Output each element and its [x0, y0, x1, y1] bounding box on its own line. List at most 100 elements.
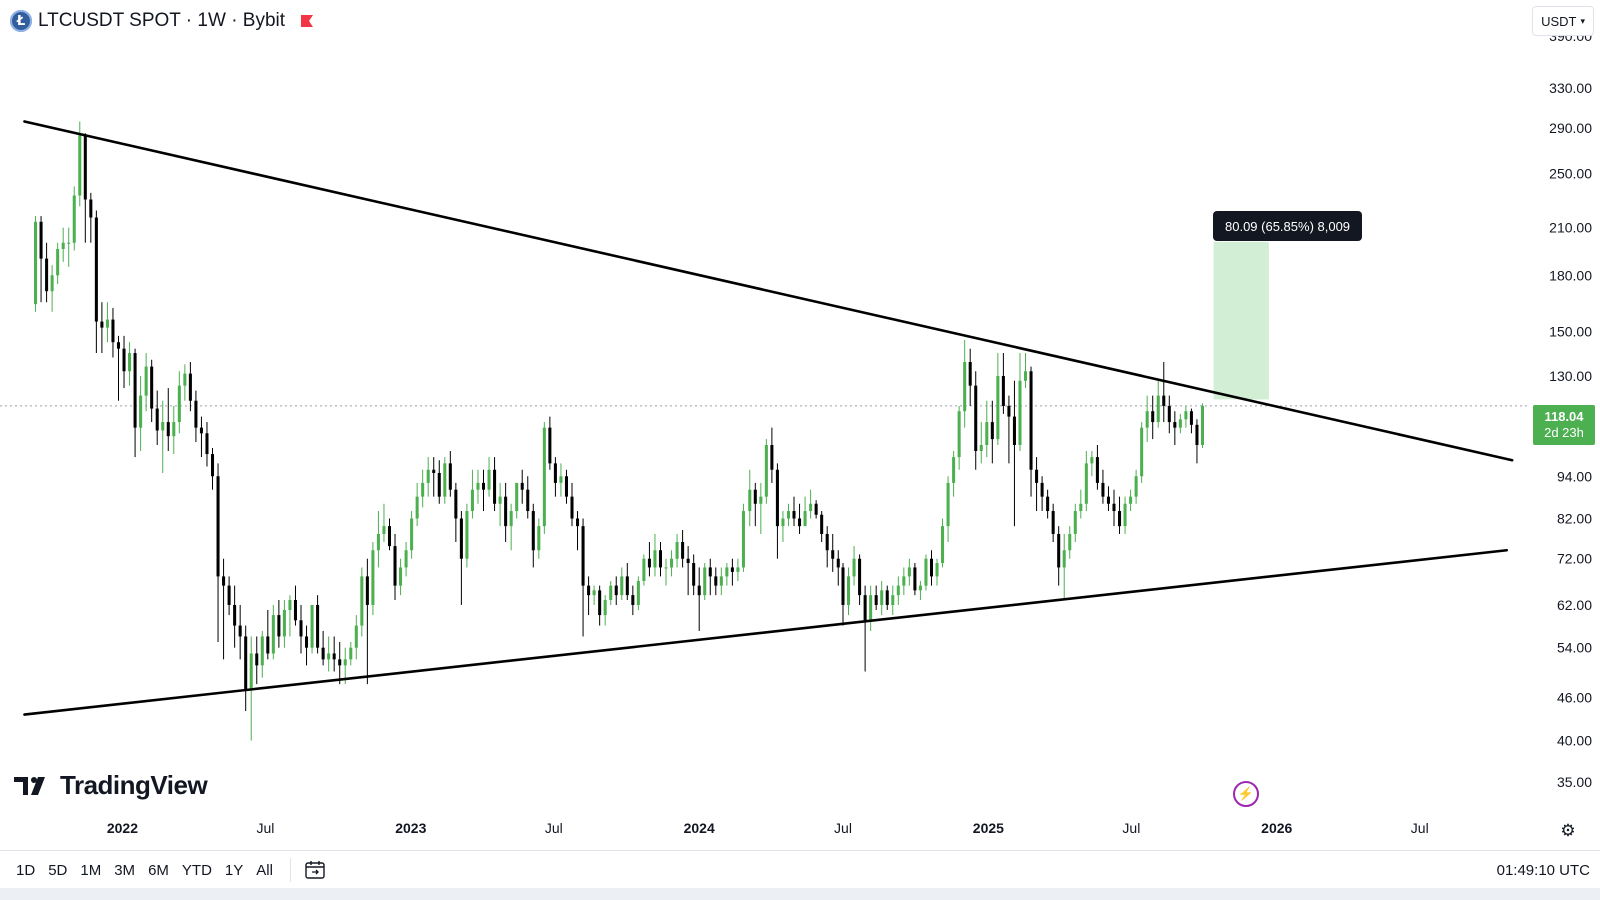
candle-body: [820, 514, 824, 534]
candle-body: [393, 546, 397, 586]
currency-select[interactable]: USDT ▾: [1532, 6, 1594, 36]
candle-body: [1051, 511, 1055, 534]
candle: [1057, 526, 1061, 586]
candle: [1134, 469, 1138, 504]
candle-body: [1035, 469, 1039, 483]
last-price-value: 118.04: [1544, 409, 1584, 424]
candle: [852, 546, 856, 586]
candle-body: [741, 511, 745, 568]
candle-body: [354, 625, 358, 648]
candle: [404, 541, 408, 577]
candle: [1101, 469, 1105, 504]
candle-body: [1140, 427, 1144, 477]
candle-body: [703, 567, 707, 596]
candle-body: [957, 411, 961, 458]
candle-body: [979, 444, 983, 451]
candle: [874, 585, 878, 610]
trendline-lower[interactable]: [23, 548, 1508, 716]
utc-clock[interactable]: 01:49:10 UTC: [1496, 861, 1590, 879]
range-btn-3m[interactable]: 3M: [114, 861, 136, 879]
candle: [100, 302, 104, 354]
candle-body: [559, 476, 563, 483]
range-btn-5d[interactable]: 5D: [48, 861, 68, 879]
candle: [227, 576, 231, 616]
candle: [820, 511, 824, 542]
candles-layer: [34, 121, 1205, 741]
candle: [896, 576, 900, 605]
candle-body: [1178, 419, 1182, 428]
symbol-title[interactable]: LTCUSDT SPOT · 1W · Bybit: [38, 10, 286, 31]
projection-box[interactable]: [1213, 241, 1269, 400]
candle-body: [128, 353, 132, 372]
candle-body: [316, 604, 320, 648]
range-btn-ytd[interactable]: YTD: [181, 861, 212, 879]
candle-body: [1118, 511, 1122, 527]
candle-body: [349, 647, 353, 660]
candle: [122, 335, 126, 389]
candle-body: [692, 563, 696, 586]
candle: [786, 503, 791, 527]
candle: [199, 416, 203, 458]
candle: [216, 463, 220, 643]
range-btn-1d[interactable]: 1D: [16, 861, 36, 879]
y-tick-label: 46.00: [1557, 689, 1592, 705]
candle: [548, 416, 552, 470]
x-tick-label: Jul: [834, 820, 852, 836]
candle-body: [1029, 371, 1033, 470]
candle-body: [537, 526, 541, 551]
candle-body: [1040, 482, 1044, 497]
candle-body: [371, 550, 375, 605]
y-tick-label: 150.00: [1549, 324, 1592, 340]
candle: [504, 482, 508, 542]
candle-body: [781, 518, 785, 527]
candle: [1012, 380, 1016, 527]
candle: [631, 585, 635, 616]
candle: [493, 457, 497, 512]
candle: [382, 503, 386, 542]
lightning-icon[interactable]: ⚡: [1233, 781, 1259, 807]
candle-body: [675, 541, 679, 559]
candle: [681, 530, 685, 568]
candle: [1007, 395, 1011, 464]
candle: [1046, 489, 1050, 519]
candle-body: [736, 567, 740, 572]
y-tick-label: 290.00: [1549, 120, 1592, 136]
candle-body: [1173, 422, 1177, 428]
candle-body: [841, 567, 845, 605]
range-btn-1m[interactable]: 1M: [80, 861, 102, 879]
candle-body: [1023, 371, 1028, 381]
candle-body: [172, 422, 176, 437]
candle: [1145, 395, 1149, 443]
candle-body: [968, 362, 972, 386]
candle: [1023, 353, 1028, 389]
candle: [564, 469, 568, 504]
trendline-upper[interactable]: [23, 120, 1514, 462]
candle: [841, 563, 845, 626]
candle-body: [498, 496, 502, 504]
settings-gear-icon[interactable]: ⚙: [1560, 821, 1576, 840]
range-btn-6m[interactable]: 6M: [148, 861, 169, 879]
y-tick-label: 72.00: [1557, 551, 1592, 567]
candle: [1167, 395, 1171, 434]
candle-body: [327, 653, 331, 660]
candle: [996, 353, 1000, 445]
tradingview-logo[interactable]: TradingView: [14, 770, 208, 801]
candle-body: [1012, 416, 1016, 445]
candle-body: [625, 576, 629, 596]
candle-body: [952, 457, 956, 483]
candle: [454, 482, 458, 542]
candle-body: [587, 585, 591, 596]
candle: [719, 567, 723, 596]
candle-body: [39, 221, 43, 259]
red-flag-icon[interactable]: [299, 13, 315, 29]
footer-strip: [0, 888, 1600, 900]
candle: [847, 567, 851, 616]
candle: [963, 340, 967, 428]
candle-body: [476, 482, 480, 490]
candle-body: [1018, 380, 1022, 445]
price-chart[interactable]: 390.00330.00290.00250.00210.00180.00150.…: [0, 0, 1600, 850]
range-btn-1y[interactable]: 1Y: [224, 861, 244, 879]
calendar-goto-icon[interactable]: [303, 858, 327, 882]
candle: [1001, 353, 1005, 414]
range-btn-all[interactable]: All: [256, 861, 273, 879]
